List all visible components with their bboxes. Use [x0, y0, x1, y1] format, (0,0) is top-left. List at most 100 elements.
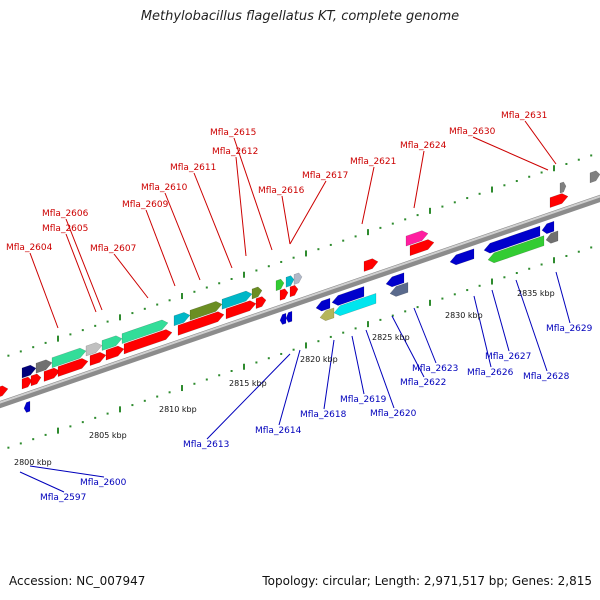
scale-tick [255, 269, 258, 272]
scale-tick [528, 175, 531, 178]
gene-leader-line [555, 271, 571, 324]
gene-feature [57, 358, 89, 377]
scale-tick [515, 180, 518, 183]
gene-feature [549, 193, 569, 208]
gene-feature [545, 230, 559, 244]
gene-feature [21, 364, 37, 379]
scale-tick [181, 293, 183, 300]
gene-feature [331, 286, 365, 306]
scale-tick [193, 290, 196, 293]
gene-feature [275, 278, 285, 292]
gene-feature [89, 351, 107, 366]
gene-feature [559, 181, 567, 194]
scale-tick [367, 229, 369, 236]
gene-feature [285, 275, 295, 288]
gene-leader-line [351, 335, 365, 395]
gene-feature [43, 367, 61, 382]
gene-feature [449, 248, 475, 266]
scale-tick [81, 421, 84, 424]
gene-leader-line [289, 180, 327, 245]
scale-ticks-bottom [7, 246, 593, 449]
scale-tick [168, 391, 171, 394]
scale-tick [267, 357, 270, 360]
scale-tick [478, 192, 481, 195]
gene-feature [251, 286, 263, 300]
gene-label: Mfla_2614 [255, 426, 302, 436]
gene-feature [293, 272, 303, 285]
scale-tick [181, 385, 183, 392]
gene-leader-line [235, 156, 247, 257]
scale-tick [57, 335, 59, 342]
scale-tick [553, 165, 555, 172]
scale-tick [491, 186, 493, 193]
gene-feature [255, 296, 267, 309]
gene-label: Mfla_2615 [210, 128, 256, 138]
gene-leader-line [278, 349, 301, 426]
scale-tick [429, 299, 431, 306]
gene-leader-line [391, 315, 425, 378]
gene-feature [483, 225, 541, 254]
scale-label: 2805 kbp [89, 431, 127, 440]
gene-leader-line [472, 136, 549, 171]
scale-label: 2815 kbp [229, 379, 267, 388]
scale-tick [553, 257, 555, 264]
scale-tick [44, 341, 47, 344]
gene-label: Mfla_2628 [523, 372, 570, 382]
scale-tick [57, 427, 59, 434]
gene-leader-line [65, 233, 97, 313]
scale-tick [218, 374, 221, 377]
scale-tick [292, 348, 295, 351]
scale-tick [491, 278, 493, 285]
gene-label: Mfla_2618 [300, 410, 347, 420]
gene-label: Mfla_2607 [90, 244, 136, 254]
scale-tick [156, 395, 159, 398]
gene-feature [23, 400, 31, 413]
gene-feature [35, 359, 53, 374]
gene-feature [389, 282, 409, 297]
gene-leader-line [164, 192, 201, 281]
scale-tick [280, 352, 283, 355]
scale-ticks-top [7, 154, 593, 357]
scale-tick [193, 382, 196, 385]
gene-label: Mfla_2597 [40, 493, 86, 503]
gene-leader-line [19, 471, 65, 493]
scale-labels: 2800 kbp 2805 kbp 2810 kbp 2815 kbp 2820 kbp… [14, 289, 555, 467]
scale-tick [565, 254, 568, 257]
scale-tick [19, 350, 22, 353]
gene-label: Mfla_2600 [80, 478, 127, 488]
gene-label: Mfla_2613 [183, 440, 229, 450]
scale-tick [19, 442, 22, 445]
scale-tick [453, 293, 456, 296]
scale-tick [131, 312, 134, 315]
label-leader-lines [19, 120, 571, 493]
gene-leader-line [193, 172, 233, 269]
scale-tick [143, 307, 146, 310]
scale-tick [106, 320, 109, 323]
gene-feature [105, 345, 125, 361]
scale-tick [565, 162, 568, 165]
scale-tick [515, 272, 518, 275]
gene-label: Mfla_2630 [449, 127, 496, 137]
scale-tick [404, 310, 407, 313]
gene-label: Mfla_2616 [258, 186, 305, 196]
gene-feature [315, 297, 331, 312]
scale-tick [354, 235, 357, 238]
scale-tick [292, 256, 295, 259]
gene-label: Mfla_2622 [400, 378, 446, 388]
gene-leader-line [29, 465, 105, 478]
gene-feature [487, 235, 545, 264]
scale-tick [119, 314, 121, 321]
gene-label: Mfla_2623 [412, 364, 458, 374]
scale-tick [69, 425, 72, 428]
scale-tick [577, 250, 580, 253]
scale-tick [32, 346, 35, 349]
gene-feature [173, 312, 191, 327]
gene-leader-line [233, 137, 273, 251]
scale-tick [503, 184, 506, 187]
scale-tick [577, 158, 580, 161]
scale-tick [441, 205, 444, 208]
scale-tick [243, 363, 245, 370]
gene-feature [21, 376, 33, 390]
scale-tick [478, 284, 481, 287]
